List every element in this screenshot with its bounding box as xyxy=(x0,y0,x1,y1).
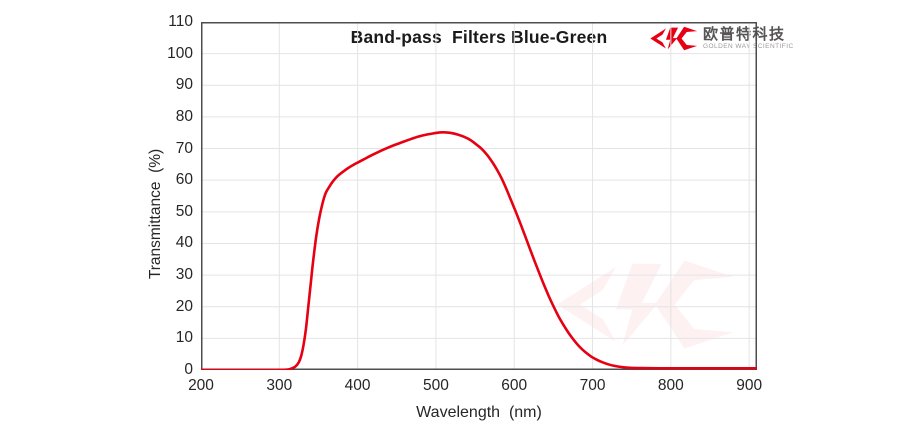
y-tick-label: 60 xyxy=(175,171,193,189)
brand-name-en: GOLDEN WAY SCIENTIFIC xyxy=(703,43,794,50)
y-tick-label: 40 xyxy=(175,234,193,252)
y-tick-label: 20 xyxy=(175,297,193,315)
y-axis-title: Transmittance (%) xyxy=(147,148,164,280)
transmittance-curve xyxy=(199,131,759,372)
y-tick-label: 110 xyxy=(168,13,193,30)
x-tick-label: 400 xyxy=(344,377,371,394)
jc-logo-watermark xyxy=(557,260,734,349)
y-tick-label: 100 xyxy=(167,44,193,62)
y-tick-label: 50 xyxy=(175,202,193,220)
plot-border xyxy=(201,22,757,370)
y-tick-label: 70 xyxy=(175,139,193,157)
y-tick-label: 10 xyxy=(175,329,193,347)
x-tick-label: 800 xyxy=(657,377,684,394)
transmittance-curve-chart xyxy=(199,22,759,372)
x-axis-title: Wavelength (nm) xyxy=(416,404,542,421)
y-tick-label: 30 xyxy=(175,266,193,284)
brand-text: 欧普特科技 GOLDEN WAY SCIENTIFIC xyxy=(703,26,794,51)
y-tick-label: 0 xyxy=(184,361,193,378)
plot-area xyxy=(199,22,759,372)
x-tick-label: 700 xyxy=(579,377,606,394)
brand-name-cn: 欧普特科技 xyxy=(703,26,786,43)
x-tick-label: 900 xyxy=(736,377,763,394)
x-tick-label: 200 xyxy=(188,377,214,394)
x-tick-label: 300 xyxy=(266,377,293,394)
jc-logo-icon xyxy=(650,26,698,51)
x-tick-label: 600 xyxy=(501,377,528,394)
y-tick-label: 80 xyxy=(175,107,193,125)
x-tick-label: 500 xyxy=(422,377,449,394)
chart-title: Band-pass Filters Blue-Green xyxy=(350,27,608,47)
brand-logo: 欧普特科技 GOLDEN WAY SCIENTIFIC xyxy=(646,25,794,52)
y-tick-label: 90 xyxy=(175,76,193,94)
